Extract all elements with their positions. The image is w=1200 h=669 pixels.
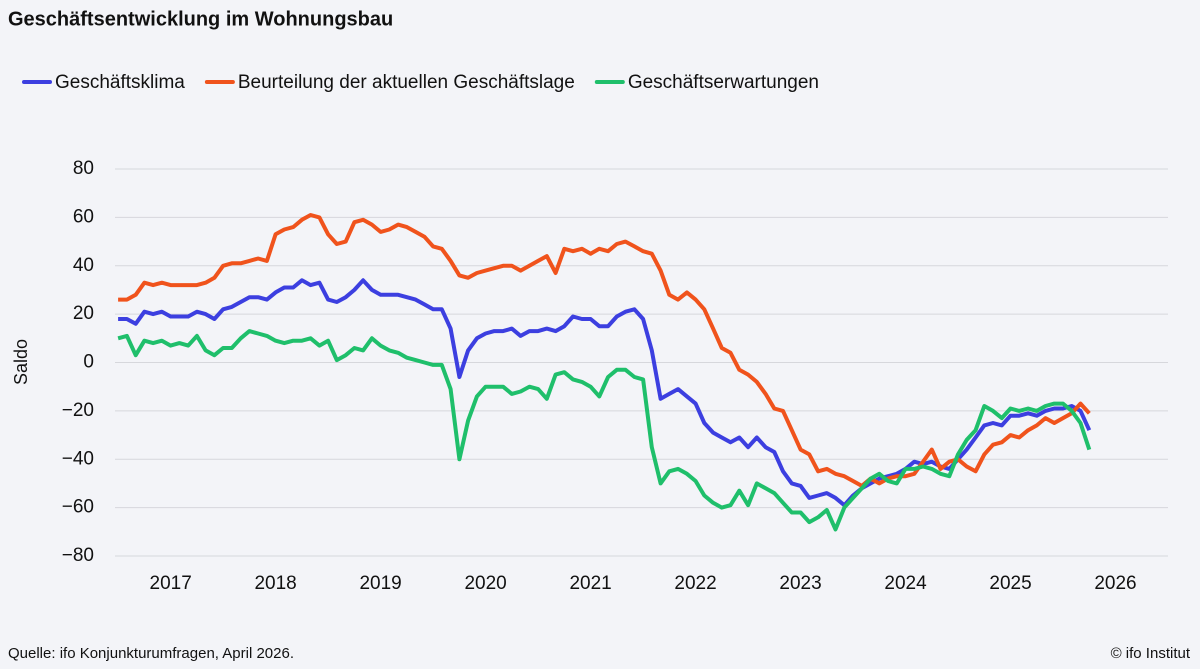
series-line [117,329,1092,532]
legend-label: Beurteilung der aktuellen Geschäftslage [238,72,575,93]
x-tick-label: 2024 [884,573,927,594]
legend-label: Geschäftsklima [55,72,185,93]
series-line [118,278,1092,508]
y-axis-label: Saldo [11,339,31,385]
x-tick-label: 2020 [464,573,506,594]
y-tick-label: 80 [73,158,94,179]
y-tick-label: −20 [62,400,94,421]
y-tick-label: 0 [83,352,94,373]
legend-label: Geschäftserwartungen [628,72,819,93]
x-tick-label: 2018 [254,573,296,594]
x-tick-label: 2022 [674,573,716,594]
x-tick-label: 2023 [779,573,821,594]
legend: Geschäftsklima Beurteilung der aktuellen … [22,72,819,93]
source: Quelle: ifo Konjunkturumfragen, April 20… [8,645,294,662]
y-tick-label: 60 [73,206,94,227]
credit: © ifo Institut [1111,645,1191,662]
y-tick-label: −80 [62,545,94,566]
x-tick-label: 2026 [1094,573,1136,594]
y-tick-label: −40 [62,448,94,469]
y-tick-label: 40 [73,255,94,276]
series-line [118,213,1091,488]
x-tick-label: 2019 [359,573,401,594]
x-tick-label: 2021 [569,573,611,594]
x-tick-label: 2017 [150,573,192,594]
y-tick-label: −60 [62,497,94,518]
x-tick-label: 2025 [989,573,1031,594]
y-tick-label: 20 [73,303,94,324]
chart-title: Geschäftsentwicklung im Wohnungsbau [8,8,393,30]
